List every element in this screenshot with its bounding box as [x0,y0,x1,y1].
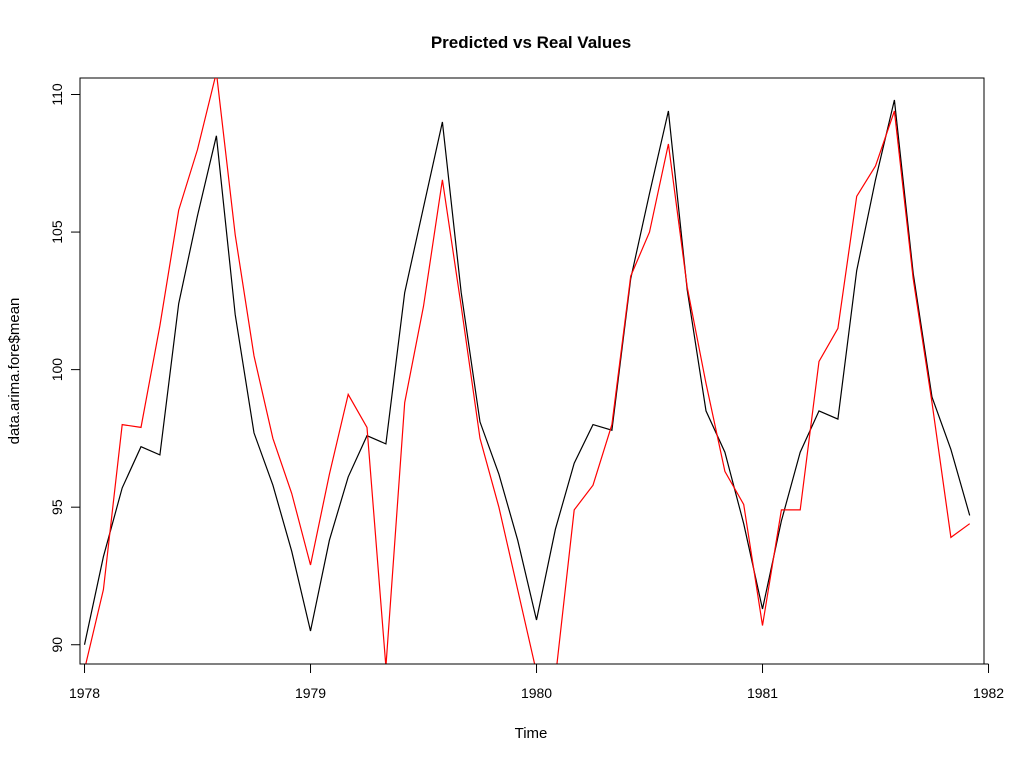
x-axis: 1978 1979 1980 1981 1982 [69,663,1004,701]
x-tick-label: 1982 [973,685,1004,701]
y-axis-label: data.arima.fore$mean [6,298,23,445]
x-tick-label: 1980 [521,685,552,701]
y-tick-label: 105 [49,220,65,244]
plot-frame [79,77,985,665]
x-tick-label: 1978 [69,685,100,701]
series-line-1 [85,78,971,664]
x-axis-label: Time [515,725,548,742]
series-line-0 [83,99,971,645]
series-layer [83,78,971,664]
chart-title: Predicted vs Real Values [431,33,631,52]
y-tick-label: 90 [49,637,65,653]
x-tick-label: 1979 [295,685,326,701]
y-tick-label: 100 [49,358,65,382]
x-tick-label: 1981 [747,685,778,701]
y-tick-label: 110 [49,83,65,106]
y-tick-label: 95 [49,499,65,515]
y-axis: 90 95 100 105 110 [49,83,81,653]
